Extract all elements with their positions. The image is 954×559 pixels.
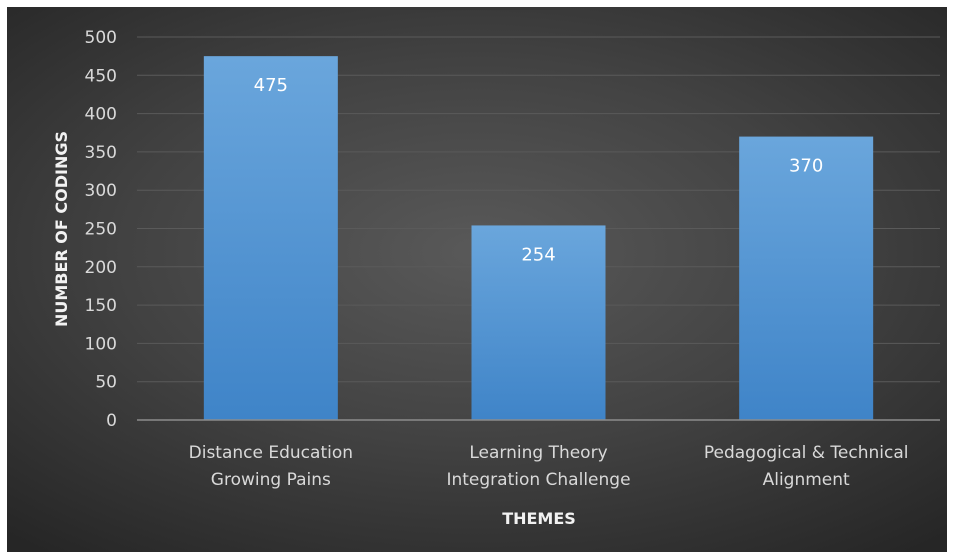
y-tick-label: 250: [85, 220, 117, 240]
x-axis-categories: Distance Education Growing Pains Learning …: [189, 443, 909, 490]
data-labels: 475 254 370: [254, 75, 824, 265]
y-axis-title: NUMBER OF CODINGS: [52, 131, 71, 327]
y-tick-label: 300: [85, 181, 117, 201]
x-category-label: Growing Pains: [211, 470, 331, 490]
y-tick-label: 350: [85, 143, 117, 163]
bars: [203, 56, 874, 421]
bar: [739, 136, 874, 420]
y-tick-label: 200: [85, 258, 117, 278]
y-tick-label: 0: [106, 411, 117, 431]
y-tick-label: 450: [85, 66, 117, 86]
bar: [203, 56, 338, 421]
x-category-label: Learning Theory: [469, 443, 607, 463]
x-category-label: Alignment: [763, 470, 850, 490]
data-label: 475: [254, 75, 288, 96]
y-axis-ticks: 0 50 100 150 200 250 300 350 400 450 500: [85, 28, 117, 431]
bar: [471, 225, 606, 420]
data-label: 370: [789, 156, 823, 177]
y-tick-label: 50: [95, 373, 117, 393]
x-category-label: Integration Challenge: [446, 470, 630, 490]
x-axis-title: THEMES: [502, 509, 576, 528]
y-tick-label: 150: [85, 296, 117, 316]
x-category-label: Pedagogical & Technical: [704, 443, 909, 463]
y-tick-label: 100: [85, 334, 117, 354]
x-category-label: Distance Education: [189, 443, 353, 463]
y-tick-label: 400: [85, 105, 117, 125]
data-label: 254: [521, 244, 555, 265]
y-tick-label: 500: [85, 28, 117, 48]
